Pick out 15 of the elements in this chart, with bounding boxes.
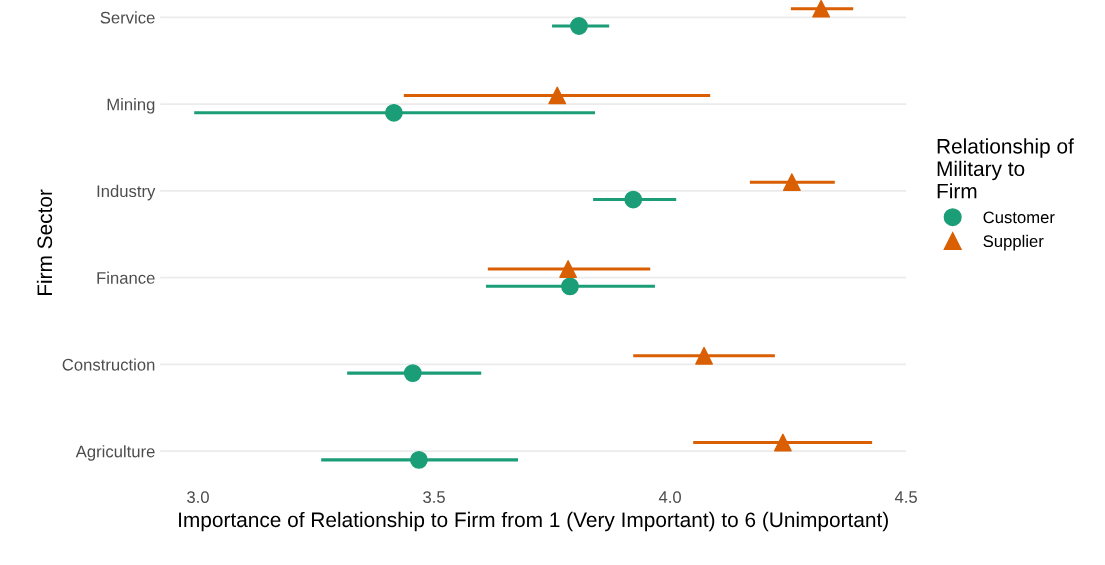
y-tick-label: Industry <box>97 184 156 201</box>
legend-label: Supplier <box>983 234 1044 251</box>
legend-title: Relationship of Military to Firm <box>937 138 1074 199</box>
y-tick-label: Mining <box>107 98 155 114</box>
y-tick-label: Construction <box>62 358 155 371</box>
y-tick-label: Service <box>100 11 155 24</box>
y-tick-label: Finance <box>97 271 155 284</box>
x-tick-label: 3.5 <box>423 491 445 503</box>
x-tick-label: 4.0 <box>658 491 681 503</box>
x-tick-label: 3.0 <box>187 491 209 503</box>
y-axis-title: Firm Sector <box>36 189 53 296</box>
x-axis-title: Importance of Relationship to Firm from 1 (Very Important) to 6 (Unimportant) <box>179 511 888 532</box>
x-tick-label: 4.5 <box>894 491 917 503</box>
legend-label: Customer <box>983 211 1055 224</box>
y-tick-label: Agriculture <box>75 445 155 461</box>
